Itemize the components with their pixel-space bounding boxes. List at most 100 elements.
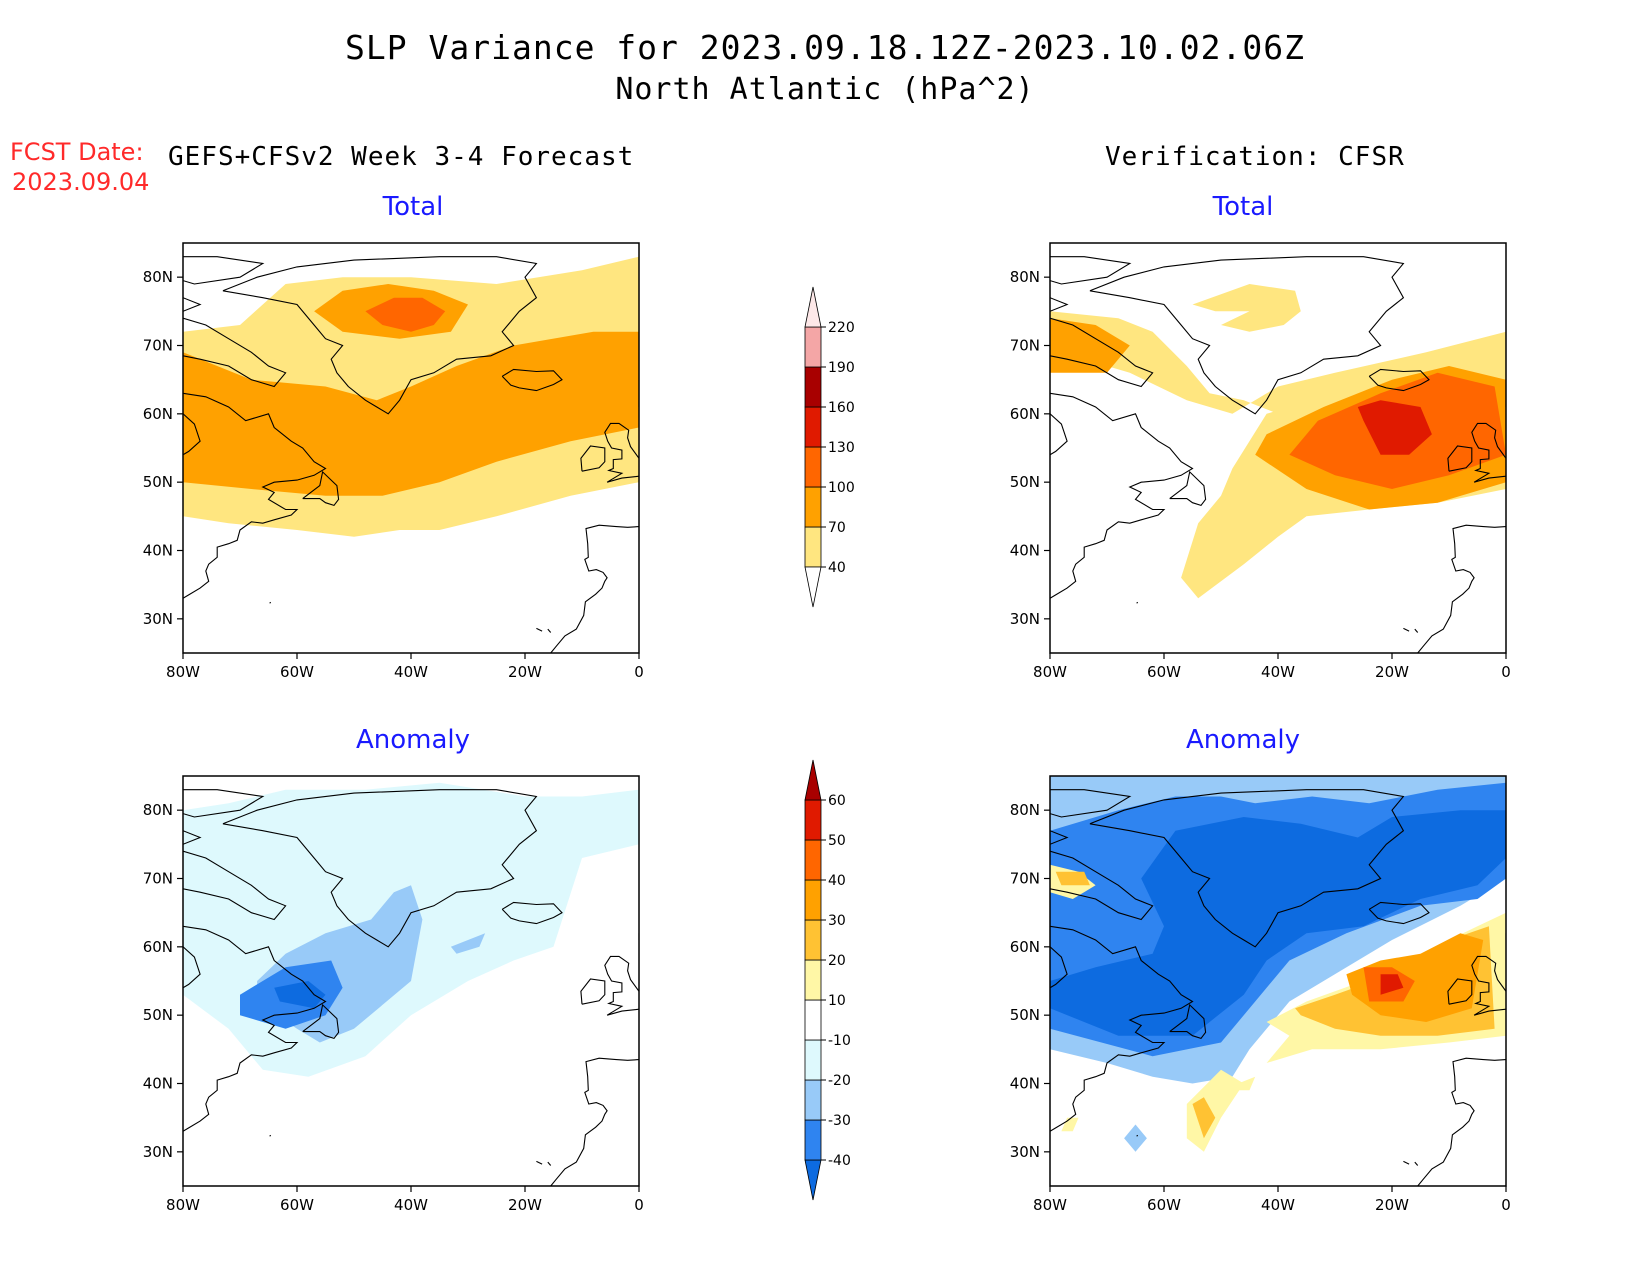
y-tick-label: 50N xyxy=(1010,473,1040,491)
y-tick-label: 70N xyxy=(143,870,173,888)
colorbar-label: 50 xyxy=(828,833,846,849)
coastline xyxy=(183,413,201,456)
coastline xyxy=(1403,627,1410,632)
coastline xyxy=(1447,445,1473,472)
panel-title-forecast-total: Total xyxy=(382,192,444,222)
y-tick-label: 50N xyxy=(1010,1006,1040,1024)
colorbar-label: 190 xyxy=(828,360,855,376)
colorbar-segment xyxy=(804,879,822,921)
coastline xyxy=(580,978,606,1005)
coastline xyxy=(1050,256,1132,285)
contour-region xyxy=(274,981,326,1009)
x-tick-label: 20W xyxy=(508,1196,542,1214)
coastline xyxy=(1050,392,1194,599)
colorbar-segment xyxy=(804,486,822,528)
y-tick-label: 60N xyxy=(143,938,173,956)
coastline xyxy=(302,470,340,507)
coastline xyxy=(536,627,543,632)
colorbar-label: 130 xyxy=(828,440,855,456)
coastline xyxy=(1050,413,1068,456)
colorbar-label: 100 xyxy=(828,480,855,496)
contour-region xyxy=(450,933,486,954)
coastline xyxy=(1447,978,1473,1005)
coastline xyxy=(1417,524,1506,653)
panel-title-verification-total: Total xyxy=(1212,192,1274,222)
x-tick-label: 0 xyxy=(634,663,644,681)
colorbar-label: 40 xyxy=(828,873,846,889)
contour-region xyxy=(1232,1076,1256,1091)
coastline xyxy=(1050,946,1068,989)
coastline xyxy=(1169,1003,1207,1040)
x-tick-label: 60W xyxy=(1147,1196,1181,1214)
panel-title-verification-anomaly: Anomaly xyxy=(1185,725,1301,755)
x-tick-label: 40W xyxy=(1261,1196,1295,1214)
colorbar-segment xyxy=(804,759,822,801)
coastline xyxy=(269,1134,272,1137)
coastline xyxy=(183,925,327,1132)
y-tick-label: 80N xyxy=(1010,268,1040,286)
colorbar-label: 10 xyxy=(828,993,846,1009)
coastline xyxy=(1471,422,1506,483)
coastline xyxy=(183,946,201,989)
colorbar-segment xyxy=(804,1079,822,1121)
colorbar-segment xyxy=(804,1119,822,1161)
coastline xyxy=(1471,955,1506,1016)
colorbar-label: 220 xyxy=(828,320,855,336)
x-tick-label: 40W xyxy=(394,663,428,681)
coastline xyxy=(501,368,563,392)
contour-region xyxy=(1061,1117,1079,1132)
coastline xyxy=(1414,628,1419,633)
coastline xyxy=(1089,789,1405,948)
y-tick-label: 70N xyxy=(1010,337,1040,355)
x-tick-label: 80W xyxy=(1033,663,1067,681)
coastline xyxy=(547,628,552,633)
x-tick-label: 80W xyxy=(166,663,200,681)
x-tick-label: 80W xyxy=(1033,1196,1067,1214)
coastline xyxy=(1136,1134,1139,1137)
contour-region xyxy=(1192,1097,1216,1139)
x-tick-label: 20W xyxy=(1375,1196,1409,1214)
coastline xyxy=(1050,789,1132,818)
y-tick-label: 60N xyxy=(1010,938,1040,956)
coastline xyxy=(222,789,538,948)
y-tick-label: 50N xyxy=(143,473,173,491)
colorbar-segment xyxy=(804,366,822,408)
x-tick-label: 0 xyxy=(1501,1196,1511,1214)
colorbar-label: 20 xyxy=(828,953,846,969)
y-tick-label: 40N xyxy=(1010,1075,1040,1093)
map-panel-1: 80W 60W 40W 20W 0 30N 40N 50N 60N 70N 80N xyxy=(143,242,644,681)
colorbar-label: 160 xyxy=(828,400,855,416)
forecast-date-value: 2023.09.04 xyxy=(12,168,150,196)
colorbar-segment xyxy=(804,446,822,488)
contour-region xyxy=(1050,318,1130,373)
right-column-title: Verification: CFSR xyxy=(1105,142,1405,172)
contour-region xyxy=(1192,284,1301,332)
coastline xyxy=(550,1057,639,1186)
colorbar-label: 30 xyxy=(828,913,846,929)
coastline xyxy=(1417,1057,1506,1186)
contour-region xyxy=(1055,871,1090,886)
y-tick-label: 30N xyxy=(1010,1143,1040,1161)
coastline xyxy=(183,317,287,388)
coastline xyxy=(1403,1160,1410,1165)
contour-region xyxy=(1050,810,1506,1036)
x-tick-label: 20W xyxy=(1375,663,1409,681)
y-tick-label: 80N xyxy=(143,801,173,819)
x-tick-label: 20W xyxy=(508,663,542,681)
coastline xyxy=(1050,830,1069,845)
x-tick-label: 40W xyxy=(1261,663,1295,681)
y-tick-label: 80N xyxy=(143,268,173,286)
colorbar-label: -30 xyxy=(828,1113,851,1129)
colorbar-segment xyxy=(804,959,822,1001)
coastline xyxy=(580,445,606,472)
coastline xyxy=(1368,368,1430,392)
coastline xyxy=(1089,256,1405,415)
coastline xyxy=(1136,601,1139,604)
y-tick-label: 60N xyxy=(143,405,173,423)
colorbar-segment xyxy=(804,799,822,841)
coastline xyxy=(183,789,265,818)
coastline xyxy=(547,1161,552,1166)
contour-region xyxy=(1186,1069,1244,1152)
contour-region xyxy=(183,331,639,496)
y-tick-label: 40N xyxy=(1010,542,1040,560)
